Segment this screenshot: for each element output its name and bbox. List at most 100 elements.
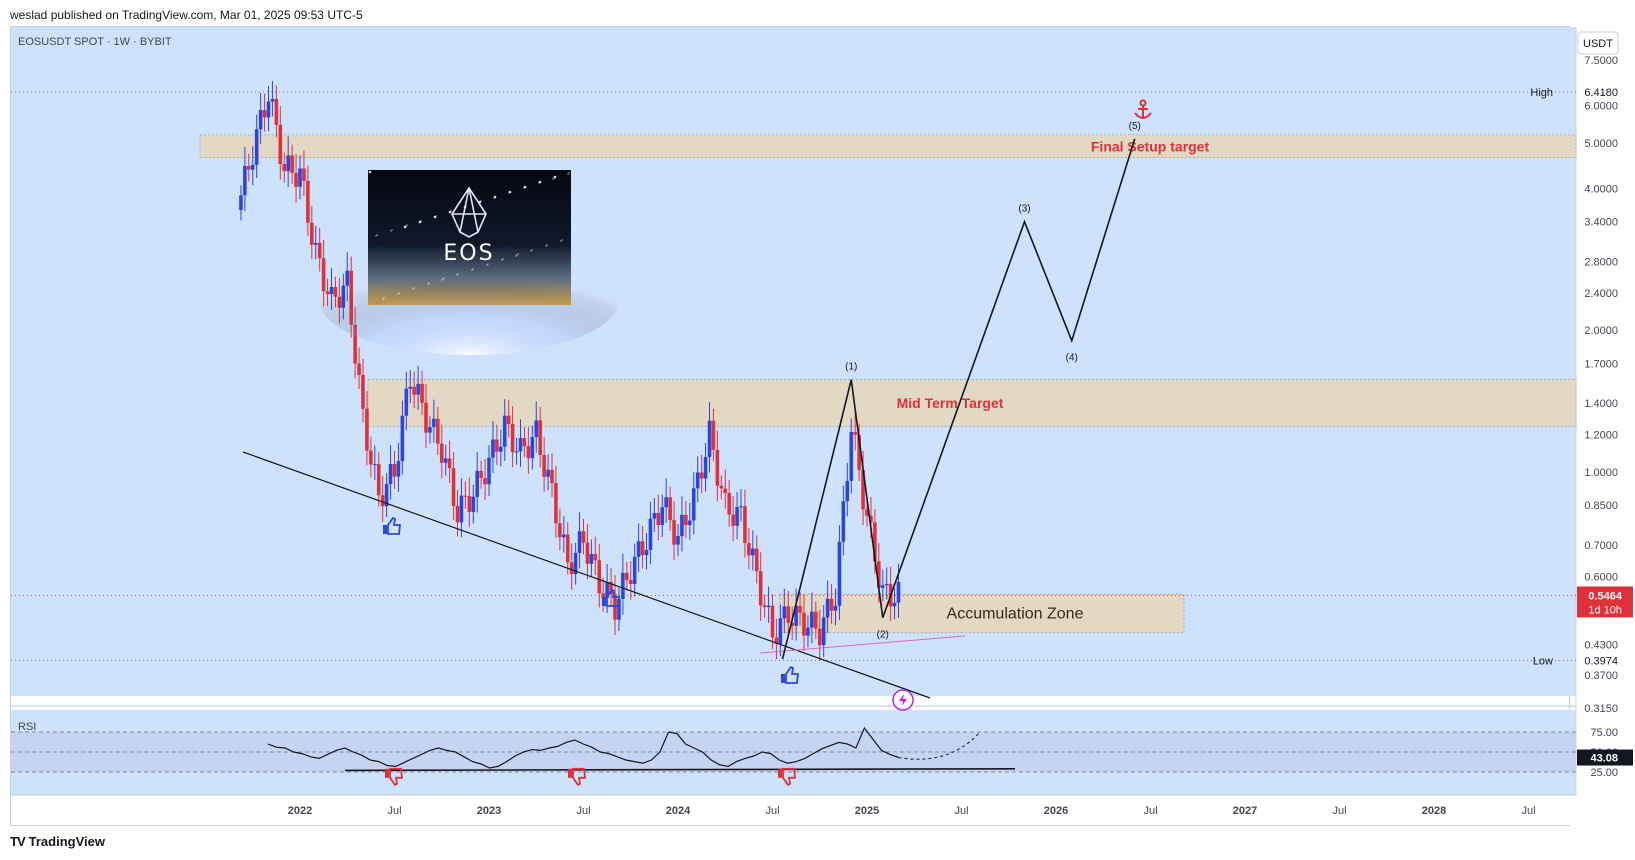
candle-body — [699, 472, 704, 479]
current-price-tag[interactable] — [1577, 586, 1633, 618]
star-dot — [391, 229, 393, 231]
star-dot — [546, 244, 548, 246]
rsi-value-tag[interactable] — [1577, 749, 1633, 766]
candle-body — [290, 155, 294, 173]
symbol-label[interactable]: EOSUSDT SPOT · 1W · BYBIT — [18, 36, 172, 48]
falling-support-trendline[interactable] — [242, 451, 931, 699]
star-dot — [545, 245, 547, 247]
time-tick-label: Jul — [576, 805, 590, 817]
eos-logo-icon — [451, 186, 487, 238]
candle-body — [632, 556, 637, 584]
candle-body — [565, 534, 570, 563]
candle-body — [353, 324, 357, 364]
star-dot — [501, 259, 503, 261]
candle-body — [806, 627, 810, 636]
target-zone-band[interactable] — [367, 379, 1577, 427]
candle-body — [514, 451, 519, 453]
brand-name: TradingView — [28, 834, 105, 849]
candle-body — [396, 461, 401, 477]
star-dot — [443, 277, 445, 279]
tradingview-brand[interactable]: TV TradingView — [10, 834, 105, 849]
candle-body — [550, 469, 554, 483]
price-tick-label: 6.0000 — [1584, 101, 1618, 113]
candle-body — [487, 457, 491, 485]
star-dot — [523, 187, 525, 189]
candle-body — [384, 483, 389, 507]
price-tick-label: 4.0000 — [1584, 183, 1618, 195]
time-tick-label: Jul — [765, 805, 779, 817]
price-tick-label: 0.3700 — [1584, 670, 1618, 682]
candle-body — [857, 434, 861, 470]
time-tick-label: Jul — [1521, 805, 1535, 817]
rising-pink-trendline[interactable] — [759, 635, 966, 654]
rsi-line[interactable] — [267, 726, 899, 769]
price-tick-label: 0.4300 — [1584, 639, 1618, 651]
candle-body — [585, 542, 590, 564]
time-tick-label: 2026 — [1044, 805, 1068, 817]
time-axis-panel — [11, 795, 1576, 825]
star-dot — [538, 182, 540, 184]
elliott-wave-projection[interactable] — [781, 138, 1136, 660]
low-level-label: Low — [1533, 656, 1553, 668]
wave-label: (1) — [845, 362, 857, 373]
candle-body — [243, 166, 247, 196]
candle-body — [845, 480, 850, 502]
star-dot — [398, 292, 400, 294]
star-dot — [382, 298, 384, 300]
star-dot — [448, 210, 452, 214]
lightning-icon[interactable] — [892, 689, 914, 711]
currency-box[interactable] — [1577, 31, 1619, 55]
rsi-projection-arrow — [898, 733, 979, 760]
candle-body — [798, 605, 802, 613]
target-zone-band[interactable] — [199, 134, 1577, 159]
star-dot — [486, 264, 488, 266]
candle-body — [428, 427, 432, 433]
star-dot — [368, 170, 372, 174]
candle-body — [306, 180, 310, 223]
candle-body — [274, 98, 279, 125]
price-tick-label: 1.7000 — [1584, 358, 1618, 370]
candle-body — [691, 488, 696, 521]
candle-body — [786, 606, 791, 623]
candle-body — [841, 501, 846, 542]
candle-body — [873, 522, 877, 562]
candle-body — [577, 531, 582, 553]
thumbs-down-cuff — [778, 768, 782, 778]
price-tick-label: 1.2000 — [1584, 430, 1618, 442]
candle-body — [380, 495, 385, 507]
price-tick-label: 1.4000 — [1584, 398, 1618, 410]
star-dot — [397, 293, 399, 295]
candle-body — [262, 110, 267, 118]
candle-body — [534, 420, 539, 438]
candle-body — [621, 572, 625, 599]
star-dot — [376, 234, 378, 236]
zone-label: Final Setup target — [1091, 138, 1210, 154]
price-tick-label: 7.5000 — [1584, 55, 1618, 67]
candle-body — [711, 420, 716, 450]
time-tick-label: Jul — [387, 805, 401, 817]
candle-body — [522, 438, 527, 447]
candle-body — [625, 572, 629, 580]
candle-body — [695, 472, 700, 489]
candle-body — [743, 506, 747, 544]
candle-body — [270, 98, 275, 102]
rsi-support-line[interactable] — [344, 767, 1016, 772]
time-tick-label: 2023 — [477, 805, 501, 817]
star-dot — [517, 253, 519, 255]
target-zone-band[interactable] — [779, 593, 1185, 634]
star-dot — [383, 297, 385, 299]
candle-body — [400, 415, 405, 462]
time-tick-label: 2025 — [855, 805, 879, 817]
candle-body — [310, 222, 314, 245]
candle-body — [294, 172, 298, 187]
rsi-label[interactable]: RSI — [18, 721, 36, 733]
candle-body — [896, 581, 901, 603]
candle-body — [412, 386, 416, 395]
candle-body — [766, 605, 771, 608]
candle-body — [239, 195, 243, 211]
candle-body — [684, 514, 688, 526]
price-tick-label: 1.0000 — [1584, 467, 1618, 479]
candle-body — [254, 129, 259, 165]
wave-label: (2) — [877, 630, 889, 641]
